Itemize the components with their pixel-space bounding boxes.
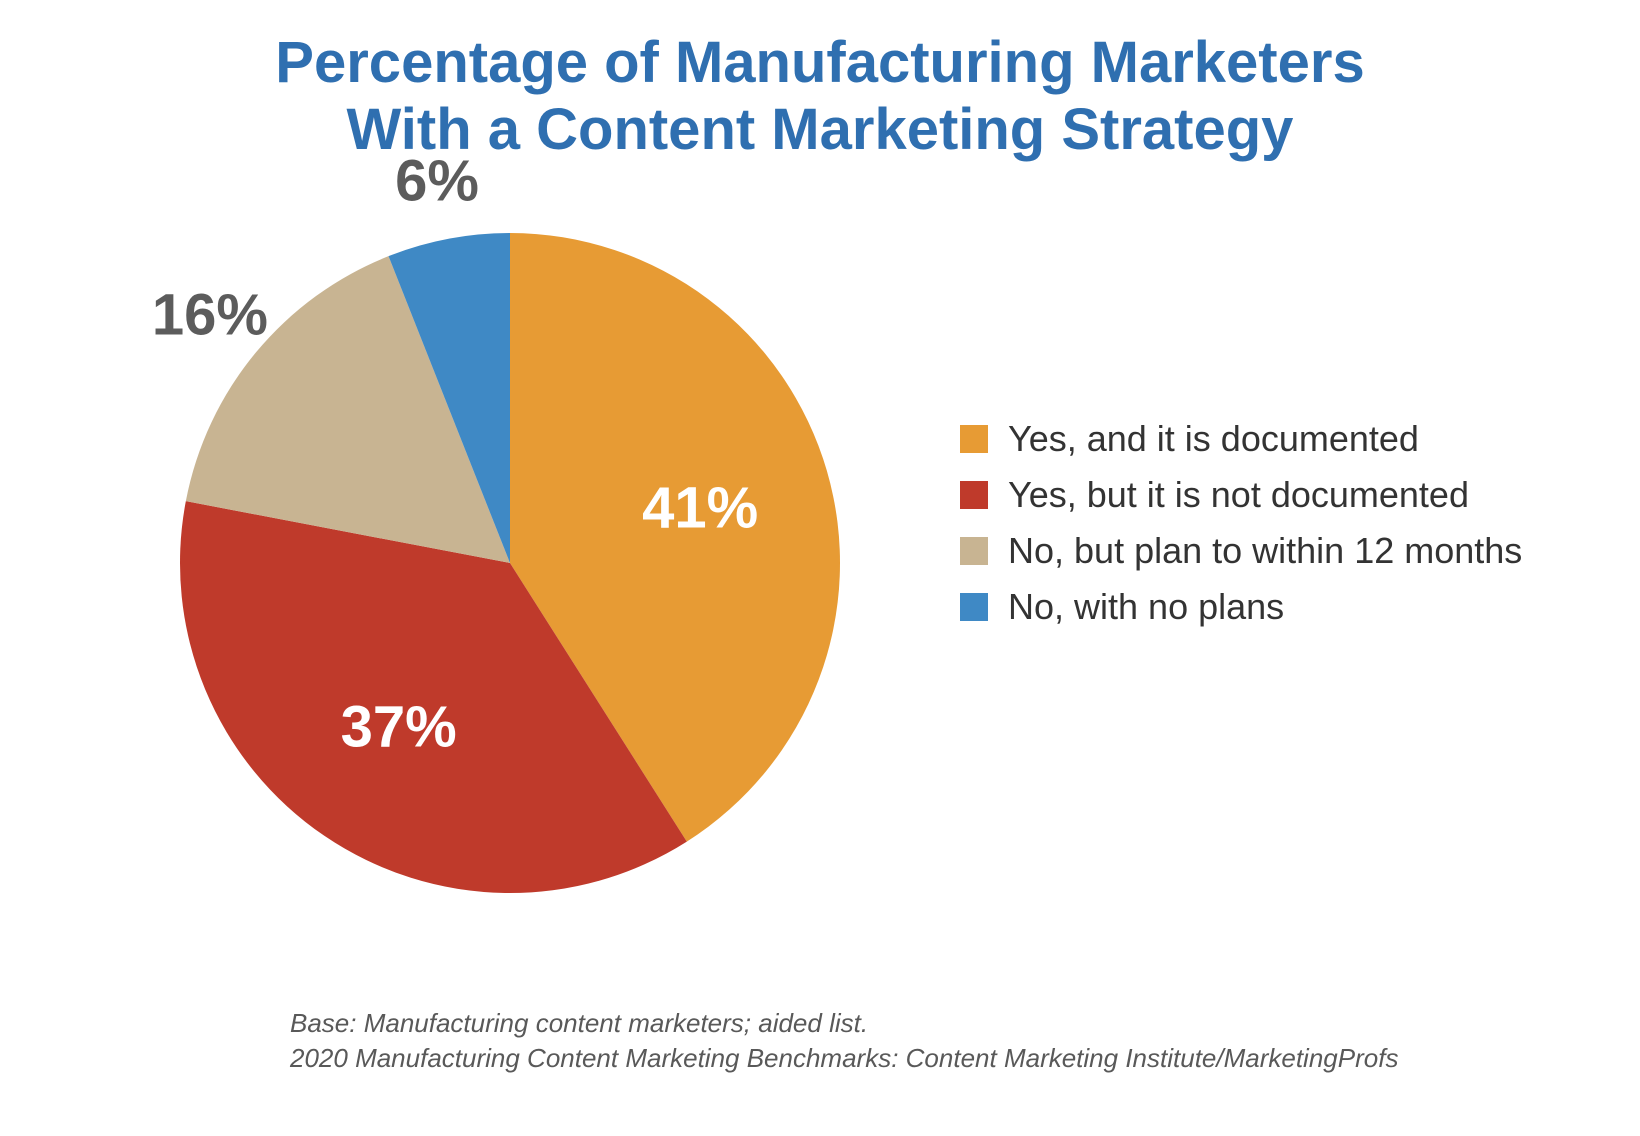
pie-slice-label-0: 41%	[642, 475, 758, 542]
legend-text-3: No, with no plans	[1008, 586, 1284, 628]
chart-title-line2: With a Content Marketing Strategy	[347, 97, 1294, 162]
legend-text-2: No, but plan to within 12 months	[1008, 530, 1522, 572]
chart-title-line1: Percentage of Manufacturing Marketers	[275, 30, 1364, 95]
legend-swatch-1	[960, 481, 988, 509]
pie-slice-label-2: 16%	[152, 282, 268, 349]
pie-slice-label-1: 37%	[341, 694, 457, 761]
pie-chart: 41%37%16%6%	[130, 183, 890, 943]
legend-item-3: No, with no plans	[960, 586, 1522, 628]
footnote-line1: Base: Manufacturing content marketers; a…	[290, 1006, 1398, 1041]
legend-swatch-3	[960, 593, 988, 621]
legend: Yes, and it is documented Yes, but it is …	[960, 404, 1522, 642]
legend-item-1: Yes, but it is not documented	[960, 474, 1522, 516]
chart-container: Percentage of Manufacturing Marketers Wi…	[0, 0, 1640, 1136]
pie-slice-label-3: 6%	[395, 147, 479, 214]
chart-content-row: 41%37%16%6% Yes, and it is documentedYes…	[70, 183, 1570, 943]
legend-item-0: Yes, and it is documented	[960, 418, 1522, 460]
legend-swatch-2	[960, 537, 988, 565]
legend-item-2: No, but plan to within 12 months	[960, 530, 1522, 572]
footnote: Base: Manufacturing content marketers; a…	[290, 1006, 1398, 1076]
footnote-line2: 2020 Manufacturing Content Marketing Ben…	[290, 1041, 1398, 1076]
legend-text-1: Yes, but it is not documented	[1008, 474, 1469, 516]
legend-text-0: Yes, and it is documented	[1008, 418, 1419, 460]
legend-swatch-0	[960, 425, 988, 453]
chart-title: Percentage of Manufacturing Marketers Wi…	[70, 30, 1570, 163]
